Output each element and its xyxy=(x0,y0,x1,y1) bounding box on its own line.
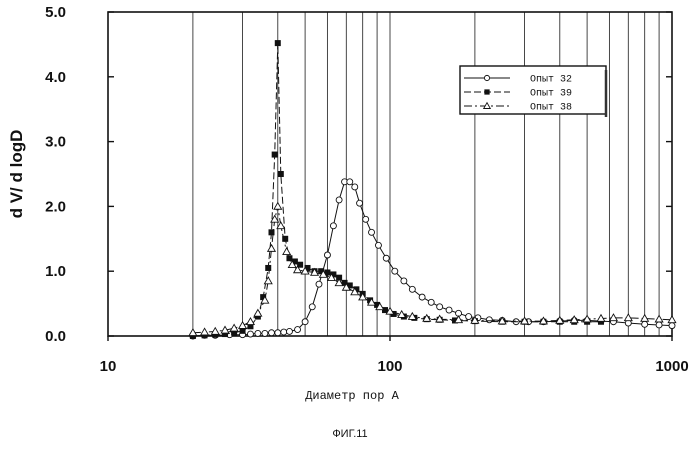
y-tick-label: 0.0 xyxy=(45,328,66,345)
gridlines xyxy=(193,12,659,336)
data-point xyxy=(375,242,381,248)
x-tick-label: 100 xyxy=(377,358,402,375)
data-point xyxy=(610,314,618,321)
y-tick-label: 1.0 xyxy=(45,263,66,280)
data-point xyxy=(392,268,398,274)
data-point xyxy=(275,330,281,336)
legend: Опыт 32 Опыт 39 Опыт 38 xyxy=(460,66,606,117)
x-axis-label: Диаметр пор А xyxy=(305,389,399,403)
data-point xyxy=(357,200,363,206)
data-point xyxy=(281,329,287,335)
data-point xyxy=(274,203,282,210)
data-point xyxy=(286,255,292,261)
data-point xyxy=(201,328,209,335)
legend-label: Опыт 39 xyxy=(530,89,572,100)
data-point xyxy=(656,322,662,328)
data-point xyxy=(330,223,336,229)
figure-caption: ФИГ.11 xyxy=(332,428,367,440)
data-point xyxy=(265,265,271,271)
data-point xyxy=(254,310,262,317)
data-point xyxy=(428,299,434,305)
data-point xyxy=(347,179,353,185)
y-tick-label: 2.0 xyxy=(45,198,66,215)
data-point xyxy=(363,216,369,222)
data-point xyxy=(262,330,268,336)
x-tick-label: 1000 xyxy=(655,358,688,375)
data-point xyxy=(211,328,219,335)
x-tick-label: 10 xyxy=(100,358,117,375)
data-point xyxy=(272,152,278,158)
data-point xyxy=(268,330,274,336)
data-point xyxy=(278,171,284,177)
data-point xyxy=(625,314,633,321)
series-1 xyxy=(190,179,675,339)
data-point xyxy=(466,314,472,320)
y-axis-ticks: 0.0 1.0 2.0 3.0 4.0 5.0 xyxy=(45,4,672,345)
data-point xyxy=(295,327,301,333)
data-point xyxy=(446,307,452,313)
series-3 xyxy=(189,203,676,336)
data-point xyxy=(309,304,315,310)
data-point xyxy=(642,321,648,327)
series-line xyxy=(193,182,672,336)
legend-label: Опыт 38 xyxy=(530,103,572,114)
legend-marker xyxy=(484,89,489,94)
data-point xyxy=(283,248,291,255)
y-tick-label: 3.0 xyxy=(45,134,66,151)
data-point xyxy=(302,319,308,325)
y-axis-label: d V/ d logD xyxy=(7,130,26,219)
data-point xyxy=(336,197,342,203)
data-point xyxy=(324,252,330,258)
data-point xyxy=(409,286,415,292)
y-tick-label: 5.0 xyxy=(45,4,66,21)
data-point xyxy=(419,294,425,300)
data-point xyxy=(316,281,322,287)
data-point xyxy=(655,315,663,322)
data-point xyxy=(669,323,675,329)
data-point xyxy=(268,245,276,252)
data-point xyxy=(286,328,292,334)
data-point xyxy=(264,277,272,284)
y-tick-label: 4.0 xyxy=(45,69,66,86)
legend-label: Опыт 32 xyxy=(530,75,572,86)
x-axis-ticks: 10 100 1000 xyxy=(100,336,689,375)
data-point xyxy=(401,278,407,284)
data-point xyxy=(255,330,261,336)
data-point xyxy=(369,229,375,235)
data-point xyxy=(275,40,281,46)
data-point xyxy=(239,322,247,329)
data-point xyxy=(247,331,253,337)
data-point xyxy=(383,255,389,261)
data-point xyxy=(247,318,255,325)
legend-marker xyxy=(484,75,489,80)
data-point xyxy=(352,184,358,190)
data-point xyxy=(437,304,443,310)
series-line xyxy=(193,206,672,332)
